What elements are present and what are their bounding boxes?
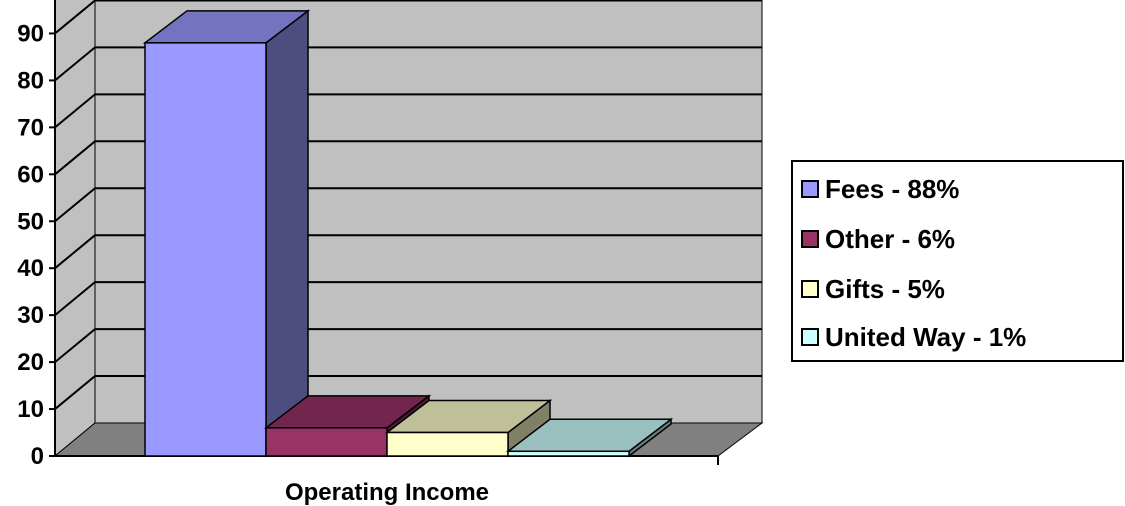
bar-front [508, 451, 629, 456]
bar-1 [145, 11, 308, 456]
y-tick-label: 40 [17, 255, 44, 282]
legend-item-other: Other - 6% [801, 219, 955, 259]
y-tick-label: 90 [17, 20, 44, 47]
legend-label-united-way: United Way - 1% [825, 322, 1026, 353]
legend-label-gifts: Gifts - 5% [825, 274, 945, 305]
y-tick-label: 10 [17, 396, 44, 423]
bar-side [266, 11, 308, 456]
y-tick-label: 0 [31, 443, 44, 470]
y-tick-label: 50 [17, 208, 44, 235]
legend-swatch-gifts [801, 280, 819, 298]
y-tick-label: 30 [17, 302, 44, 329]
y-tick-label: 80 [17, 67, 44, 94]
legend: Fees - 88% Other - 6% Gifts - 5% United … [791, 160, 1124, 362]
bar-front [145, 43, 266, 456]
legend-label-fees: Fees - 88% [825, 174, 959, 205]
y-tick-label: 70 [17, 114, 44, 141]
legend-item-fees: Fees - 88% [801, 169, 959, 209]
legend-item-gifts: Gifts - 5% [801, 269, 945, 309]
bar-front [387, 433, 508, 456]
bar-front [266, 428, 387, 456]
legend-swatch-other [801, 230, 819, 248]
legend-swatch-united-way [801, 328, 819, 346]
legend-swatch-fees [801, 180, 819, 198]
side-wall [55, 0, 95, 456]
x-axis-category-label: Operating Income [285, 479, 489, 506]
legend-label-other: Other - 6% [825, 224, 955, 255]
y-tick-label: 20 [17, 349, 44, 376]
legend-item-united-way: United Way - 1% [801, 317, 1026, 357]
y-tick-label: 60 [17, 161, 44, 188]
